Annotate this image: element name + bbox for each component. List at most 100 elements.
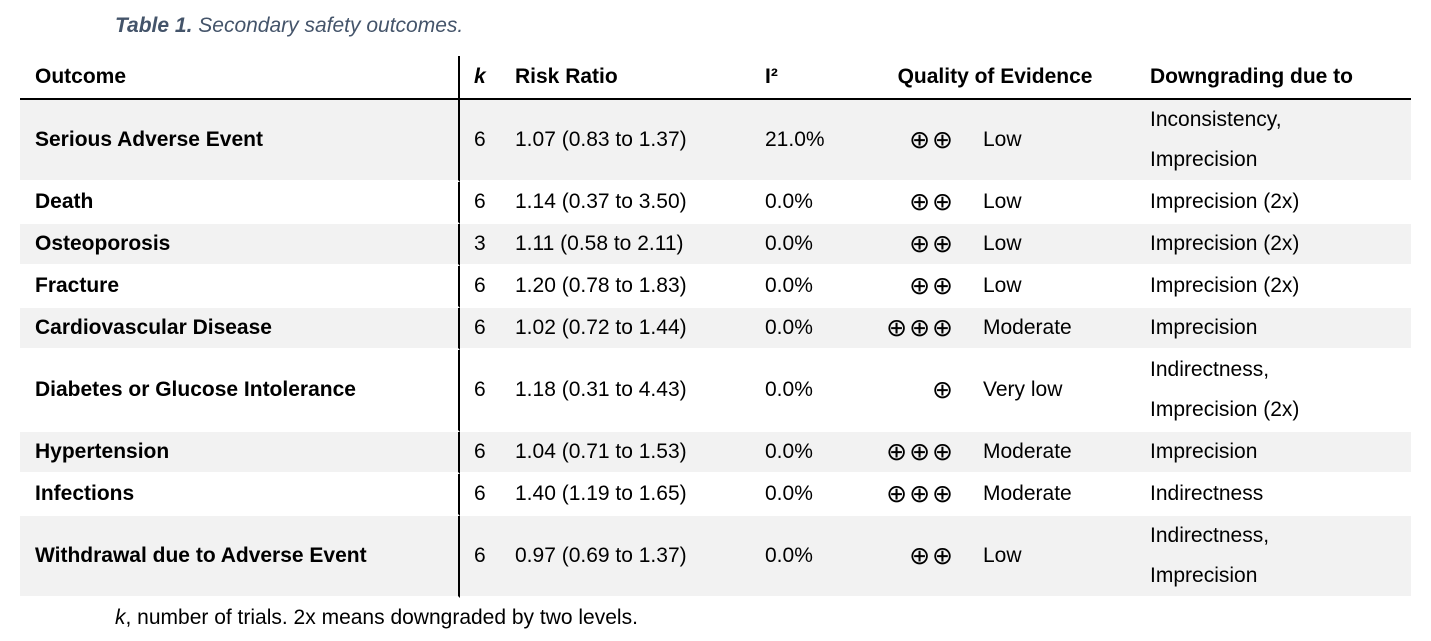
header-row: Outcome k Risk Ratio I² Quality of Evide… — [20, 56, 1412, 100]
k-cell: 6 — [460, 350, 505, 432]
risk-ratio-cell: 1.02 (0.72 to 1.44) — [505, 308, 755, 350]
i2-cell: 0.0% — [755, 516, 860, 598]
downgrading-cell: Imprecision (2x) — [1130, 182, 1412, 224]
k-cell: 6 — [460, 308, 505, 350]
table-body: Serious Adverse Event 6 1.07 (0.83 to 1.… — [20, 100, 1412, 598]
downgrading-line: Imprecision (2x) — [1150, 274, 1300, 297]
table-row: Serious Adverse Event 6 1.07 (0.83 to 1.… — [20, 100, 1412, 182]
downgrading-line: Inconsistency, — [1150, 108, 1282, 131]
column-header-quality-of-evidence: Quality of Evidence — [860, 56, 1131, 100]
i2-cell: 21.0% — [755, 100, 860, 182]
risk-ratio-cell: 1.40 (1.19 to 1.65) — [505, 474, 755, 516]
downgrading-line: Imprecision — [1150, 564, 1258, 587]
outcome-cell: Diabetes or Glucose Intolerance — [20, 350, 460, 432]
quality-label-cell: Moderate — [955, 474, 1131, 516]
outcome-cell: Serious Adverse Event — [20, 100, 460, 182]
downgrading-line: Indirectness, — [1150, 524, 1270, 547]
table-row: Infections 6 1.40 (1.19 to 1.65) 0.0% ⊕⊕… — [20, 474, 1412, 516]
outcome-cell: Osteoporosis — [20, 224, 460, 266]
grade-plus-icons: ⊕⊕ — [860, 182, 955, 224]
risk-ratio-cell: 1.04 (0.71 to 1.53) — [505, 432, 755, 474]
footnote-k-symbol: k — [115, 606, 126, 629]
quality-label-cell: Very low — [955, 350, 1131, 432]
risk-ratio-cell: 1.20 (0.78 to 1.83) — [505, 266, 755, 308]
i2-cell: 0.0% — [755, 308, 860, 350]
grade-plus-icons: ⊕⊕ — [860, 516, 955, 598]
grade-plus-icons: ⊕⊕⊕ — [860, 308, 955, 350]
i2-cell: 0.0% — [755, 350, 860, 432]
column-header-risk-ratio: Risk Ratio — [505, 56, 755, 100]
downgrading-cell: Imprecision (2x) — [1130, 224, 1412, 266]
i2-cell: 0.0% — [755, 474, 860, 516]
downgrading-line: Imprecision — [1150, 316, 1258, 339]
column-header-outcome: Outcome — [20, 56, 460, 100]
table-footnote: k, number of trials. 2x means downgraded… — [115, 603, 1431, 633]
table-row: Death 6 1.14 (0.37 to 3.50) 0.0% ⊕⊕ Low … — [20, 182, 1412, 224]
table-caption-label: Table 1. — [115, 14, 193, 37]
grade-plus-icons: ⊕⊕⊕ — [860, 474, 955, 516]
table-row: Fracture 6 1.20 (0.78 to 1.83) 0.0% ⊕⊕ L… — [20, 266, 1412, 308]
outcome-cell: Cardiovascular Disease — [20, 308, 460, 350]
quality-label-cell: Low — [955, 224, 1131, 266]
table-row: Withdrawal due to Adverse Event 6 0.97 (… — [20, 516, 1412, 598]
grade-plus-icons: ⊕⊕ — [860, 266, 955, 308]
outcome-cell: Death — [20, 182, 460, 224]
table-caption: Table 1. Secondary safety outcomes. — [115, 12, 1431, 40]
outcome-cell: Infections — [20, 474, 460, 516]
downgrading-cell: Imprecision (2x) — [1130, 266, 1412, 308]
table-caption-text: Secondary safety outcomes. — [192, 14, 464, 37]
column-header-i2: I² — [755, 56, 860, 100]
i2-cell: 0.0% — [755, 224, 860, 266]
i2-cell: 0.0% — [755, 266, 860, 308]
k-cell: 6 — [460, 182, 505, 224]
column-header-downgrading: Downgrading due to — [1130, 56, 1412, 100]
grade-plus-icons: ⊕⊕ — [860, 224, 955, 266]
k-cell: 6 — [460, 474, 505, 516]
downgrading-cell: Imprecision — [1130, 308, 1412, 350]
i2-cell: 0.0% — [755, 182, 860, 224]
table-row: Osteoporosis 3 1.11 (0.58 to 2.11) 0.0% … — [20, 224, 1412, 266]
downgrading-line: Imprecision (2x) — [1150, 232, 1300, 255]
table-row: Hypertension 6 1.04 (0.71 to 1.53) 0.0% … — [20, 432, 1412, 474]
risk-ratio-cell: 1.07 (0.83 to 1.37) — [505, 100, 755, 182]
downgrading-line: Imprecision — [1150, 440, 1258, 463]
table-row: Diabetes or Glucose Intolerance 6 1.18 (… — [20, 350, 1412, 432]
k-cell: 6 — [460, 266, 505, 308]
k-cell: 6 — [460, 100, 505, 182]
grade-plus-icons: ⊕ — [860, 350, 955, 432]
secondary-safety-outcomes-table: Outcome k Risk Ratio I² Quality of Evide… — [20, 56, 1412, 598]
quality-label-cell: Moderate — [955, 308, 1131, 350]
risk-ratio-cell: 0.97 (0.69 to 1.37) — [505, 516, 755, 598]
grade-plus-icons: ⊕⊕⊕ — [860, 432, 955, 474]
quality-label-cell: Low — [955, 516, 1131, 598]
downgrading-line: Indirectness, — [1150, 358, 1270, 381]
outcome-cell: Hypertension — [20, 432, 460, 474]
risk-ratio-cell: 1.14 (0.37 to 3.50) — [505, 182, 755, 224]
quality-label-cell: Low — [955, 100, 1131, 182]
column-header-k: k — [460, 56, 505, 100]
downgrading-cell: Inconsistency, Imprecision — [1130, 100, 1412, 182]
k-cell: 3 — [460, 224, 505, 266]
k-cell: 6 — [460, 432, 505, 474]
downgrading-cell: Indirectness — [1130, 474, 1412, 516]
downgrading-line: Imprecision (2x) — [1150, 190, 1300, 213]
downgrading-cell: Indirectness, Imprecision — [1130, 516, 1412, 598]
i2-cell: 0.0% — [755, 432, 860, 474]
table-header: Outcome k Risk Ratio I² Quality of Evide… — [20, 56, 1412, 100]
downgrading-cell: Imprecision — [1130, 432, 1412, 474]
grade-plus-icons: ⊕⊕ — [860, 100, 955, 182]
table-row: Cardiovascular Disease 6 1.02 (0.72 to 1… — [20, 308, 1412, 350]
downgrading-line: Indirectness — [1150, 482, 1264, 505]
downgrading-line: Imprecision (2x) — [1150, 398, 1300, 421]
quality-label-cell: Moderate — [955, 432, 1131, 474]
risk-ratio-cell: 1.18 (0.31 to 4.43) — [505, 350, 755, 432]
quality-label-cell: Low — [955, 266, 1131, 308]
outcome-cell: Fracture — [20, 266, 460, 308]
footnote-text: , number of trials. 2x means downgraded … — [125, 606, 638, 629]
k-cell: 6 — [460, 516, 505, 598]
downgrading-line: Imprecision — [1150, 148, 1258, 171]
risk-ratio-cell: 1.11 (0.58 to 2.11) — [505, 224, 755, 266]
outcome-cell: Withdrawal due to Adverse Event — [20, 516, 460, 598]
quality-label-cell: Low — [955, 182, 1131, 224]
downgrading-cell: Indirectness, Imprecision (2x) — [1130, 350, 1412, 432]
